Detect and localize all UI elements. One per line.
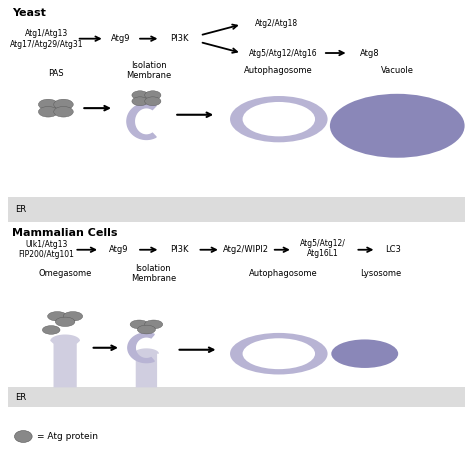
Text: Omegasome: Omegasome: [38, 269, 92, 278]
Ellipse shape: [54, 107, 73, 117]
Ellipse shape: [145, 91, 161, 99]
Circle shape: [230, 96, 328, 142]
Text: Autophagosome: Autophagosome: [249, 269, 318, 278]
Circle shape: [230, 333, 328, 374]
FancyBboxPatch shape: [9, 387, 465, 407]
Text: Ulk1/Atg13: Ulk1/Atg13: [26, 240, 68, 249]
Text: Lysosome: Lysosome: [360, 269, 401, 278]
Text: Autophagosome: Autophagosome: [245, 66, 313, 75]
Text: Atg8: Atg8: [360, 49, 379, 58]
Ellipse shape: [137, 325, 155, 334]
Text: PI3K: PI3K: [170, 34, 188, 43]
Polygon shape: [134, 348, 159, 387]
Ellipse shape: [55, 317, 75, 327]
Circle shape: [331, 339, 398, 368]
Ellipse shape: [38, 99, 58, 110]
Ellipse shape: [132, 91, 148, 99]
Text: Atg1/Atg13: Atg1/Atg13: [25, 29, 68, 38]
Text: FIP200/Atg101: FIP200/Atg101: [18, 250, 74, 259]
Ellipse shape: [54, 99, 73, 110]
Text: Atg2/Atg18: Atg2/Atg18: [255, 19, 298, 28]
Ellipse shape: [130, 320, 148, 329]
Text: Atg17/Atg29/Atg31: Atg17/Atg29/Atg31: [10, 40, 83, 49]
Text: ER: ER: [15, 393, 26, 402]
Text: Atg9: Atg9: [109, 245, 128, 254]
Ellipse shape: [63, 311, 82, 321]
Ellipse shape: [132, 97, 148, 106]
FancyBboxPatch shape: [9, 198, 465, 222]
Circle shape: [330, 94, 465, 158]
Circle shape: [243, 338, 315, 369]
Text: Atg9: Atg9: [111, 34, 131, 43]
Text: Vacuole: Vacuole: [381, 66, 414, 75]
Circle shape: [243, 102, 315, 136]
Ellipse shape: [47, 311, 67, 321]
Ellipse shape: [42, 326, 60, 334]
Ellipse shape: [145, 97, 161, 106]
Text: PI3K: PI3K: [170, 245, 188, 254]
Ellipse shape: [15, 431, 32, 442]
Ellipse shape: [145, 320, 163, 329]
Text: ER: ER: [15, 205, 26, 214]
Ellipse shape: [38, 107, 58, 117]
Polygon shape: [50, 334, 80, 387]
Polygon shape: [128, 333, 154, 363]
Text: PAS: PAS: [48, 69, 64, 78]
Polygon shape: [127, 104, 156, 140]
Text: Atg2/WIPI2: Atg2/WIPI2: [223, 245, 269, 254]
Text: Yeast: Yeast: [12, 8, 46, 18]
Text: Isolation
Membrane: Isolation Membrane: [131, 264, 176, 283]
Text: = Atg protein: = Atg protein: [37, 432, 98, 441]
Text: LC3: LC3: [385, 245, 401, 254]
Text: Isolation
Membrane: Isolation Membrane: [126, 61, 172, 81]
Text: Atg5/Atg12/
Atg16L1: Atg5/Atg12/ Atg16L1: [300, 239, 346, 258]
Text: Atg5/Atg12/Atg16: Atg5/Atg12/Atg16: [249, 49, 318, 58]
Text: Mammalian Cells: Mammalian Cells: [12, 228, 117, 238]
